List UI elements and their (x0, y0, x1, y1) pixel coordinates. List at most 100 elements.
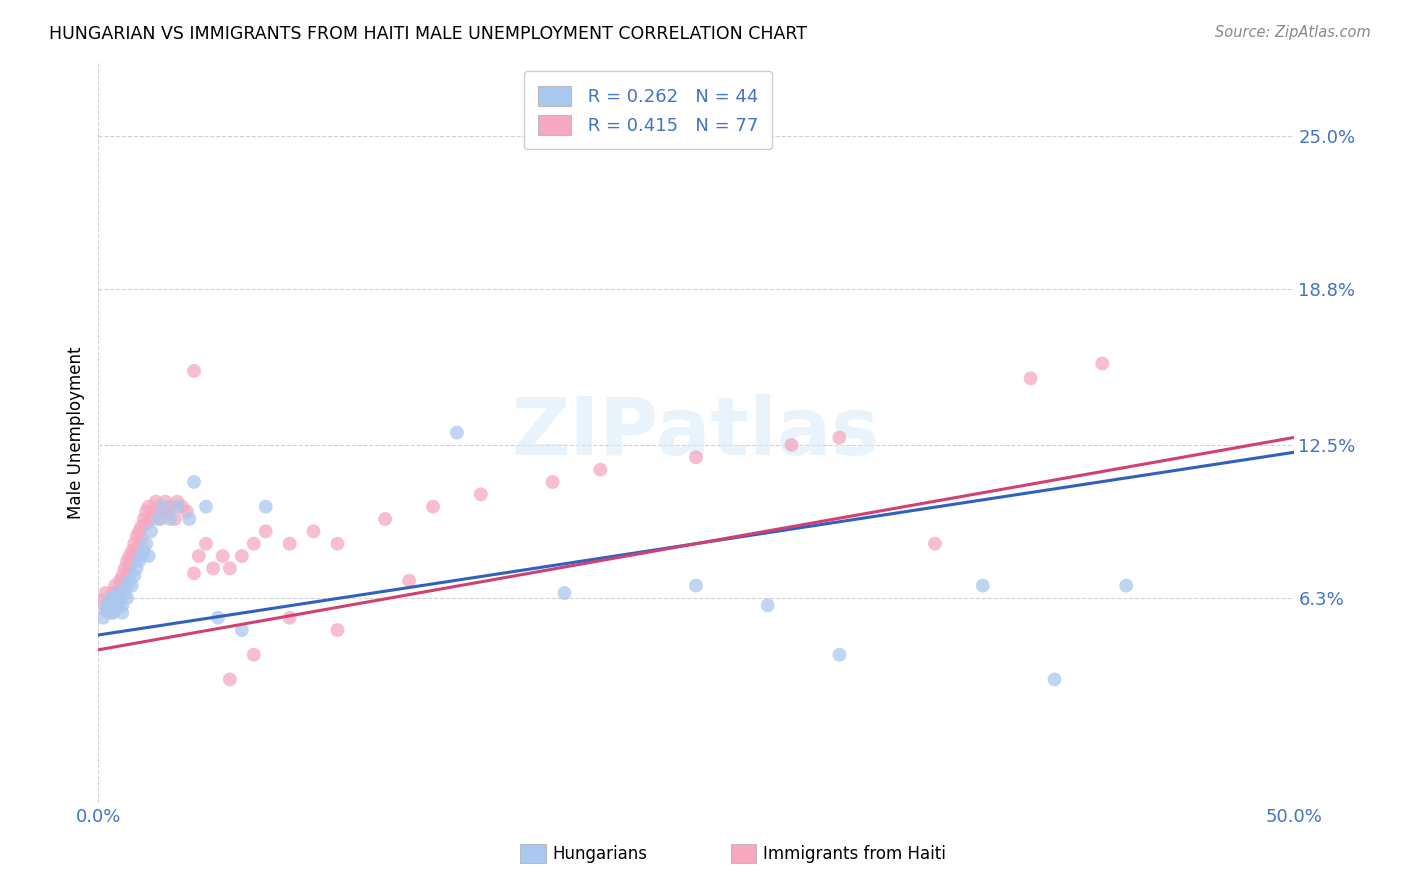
Point (125, 541, 148, 556)
Point (828, 648, 851, 662)
Legend:  R = 0.262   N = 44,  R = 0.415   N = 77: R = 0.262 N = 44, R = 0.415 N = 77 (524, 71, 772, 149)
Point (172, 500, 194, 514)
Point (114, 586, 136, 600)
Point (131, 549, 153, 563)
Point (231, 623, 253, 637)
Point (554, 586, 576, 600)
Point (195, 500, 218, 514)
Point (589, 462, 612, 476)
Point (115, 566, 138, 581)
Point (104, 591, 127, 605)
Point (183, 364, 205, 378)
Point (107, 599, 129, 613)
Point (111, 579, 134, 593)
Point (107, 586, 129, 600)
Point (139, 512, 162, 526)
Point (108, 574, 131, 588)
Point (114, 561, 136, 575)
Point (101, 599, 124, 613)
Point (91, 593, 114, 607)
Point (219, 561, 242, 575)
Point (104, 603, 127, 617)
Point (972, 579, 994, 593)
Point (278, 536, 301, 550)
Point (118, 549, 141, 563)
Point (422, 500, 444, 514)
Point (108, 586, 131, 600)
Point (98, 606, 122, 620)
Point (243, 648, 266, 662)
Point (111, 606, 134, 620)
Point (111, 599, 134, 613)
Point (128, 524, 150, 539)
Point (107, 599, 129, 613)
Point (302, 524, 325, 539)
Point (828, 431, 851, 445)
Point (166, 494, 188, 508)
Point (97, 599, 120, 613)
Text: Source: ZipAtlas.com: Source: ZipAtlas.com (1215, 25, 1371, 40)
Point (1115, 579, 1137, 593)
Point (108, 591, 131, 605)
Point (97, 603, 120, 617)
Bar (520, 844, 546, 863)
Point (326, 623, 349, 637)
Point (202, 561, 225, 575)
Point (374, 512, 396, 526)
Point (125, 561, 148, 575)
Point (187, 549, 209, 563)
Point (104, 579, 127, 593)
Point (159, 500, 181, 514)
Point (211, 549, 233, 563)
Text: Immigrants from Haiti: Immigrants from Haiti (763, 845, 946, 863)
Point (152, 500, 174, 514)
Point (98, 591, 122, 605)
Point (104, 593, 127, 607)
Point (114, 574, 136, 588)
Point (398, 574, 420, 588)
Point (148, 512, 170, 526)
Point (94, 586, 117, 600)
Point (541, 475, 564, 489)
Point (243, 536, 266, 550)
Point (756, 599, 779, 613)
Point (101, 606, 124, 620)
Point (1019, 371, 1042, 385)
Point (138, 500, 160, 514)
Point (470, 487, 492, 501)
Point (118, 574, 141, 588)
Point (145, 494, 167, 508)
Point (115, 579, 138, 593)
Point (163, 512, 186, 526)
Point (1091, 357, 1114, 371)
Y-axis label: Male Unemployment: Male Unemployment (66, 346, 84, 519)
Point (685, 450, 707, 465)
Point (101, 586, 124, 600)
Point (139, 524, 162, 539)
Point (156, 505, 179, 519)
Point (254, 500, 277, 514)
Point (685, 579, 707, 593)
Point (115, 591, 138, 605)
Point (780, 438, 803, 452)
Point (115, 554, 138, 568)
Point (152, 505, 174, 519)
Point (278, 611, 301, 625)
Point (132, 512, 155, 526)
Point (121, 554, 143, 568)
Point (176, 505, 198, 519)
Point (138, 549, 160, 563)
Text: HUNGARIAN VS IMMIGRANTS FROM HAITI MALE UNEMPLOYMENT CORRELATION CHART: HUNGARIAN VS IMMIGRANTS FROM HAITI MALE … (49, 25, 807, 43)
Point (142, 505, 165, 519)
Point (924, 536, 946, 550)
Point (135, 516, 157, 531)
Point (111, 568, 134, 582)
Point (94, 603, 117, 617)
Point (124, 536, 146, 550)
Point (135, 505, 157, 519)
Point (1043, 673, 1066, 687)
Text: ZIPatlas: ZIPatlas (512, 393, 880, 472)
Point (121, 544, 143, 558)
Point (132, 544, 155, 558)
Point (128, 554, 150, 568)
